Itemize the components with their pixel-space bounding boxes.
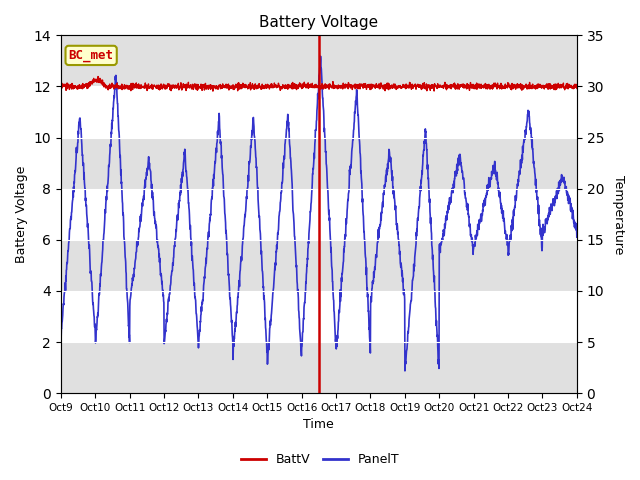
Bar	[61, 342, 577, 393]
Bar	[61, 36, 577, 86]
Bar	[61, 138, 577, 189]
X-axis label: Time: Time	[303, 419, 334, 432]
Legend: BattV, PanelT: BattV, PanelT	[236, 448, 404, 471]
Title: Battery Voltage: Battery Voltage	[259, 15, 378, 30]
Y-axis label: Temperature: Temperature	[612, 175, 625, 254]
Y-axis label: Battery Voltage: Battery Voltage	[15, 166, 28, 263]
Bar	[61, 240, 577, 291]
Text: BC_met: BC_met	[68, 49, 114, 62]
